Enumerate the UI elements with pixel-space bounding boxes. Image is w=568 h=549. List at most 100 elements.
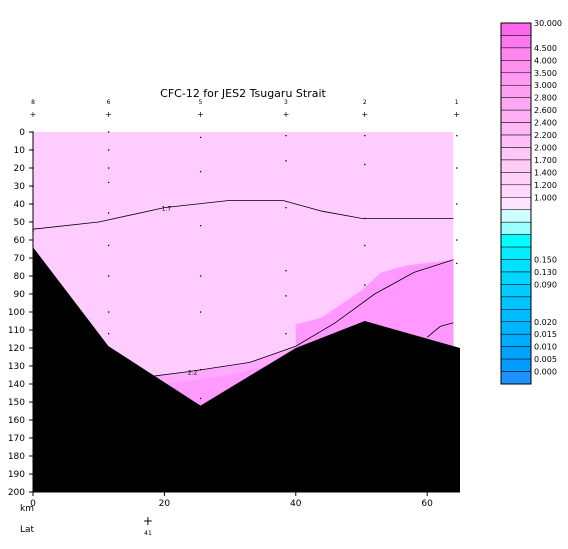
colorbar-swatch — [500, 122, 532, 136]
colorbar-swatch — [500, 184, 532, 198]
colorbar-swatch — [500, 60, 532, 74]
y-tick-label: 50 — [14, 218, 26, 228]
y-tick-label: 190 — [8, 470, 25, 480]
colorbar-swatch — [500, 35, 532, 49]
sample-point — [199, 171, 202, 173]
colorbar-swatch — [500, 346, 532, 360]
y-tick-label: 10 — [14, 146, 26, 156]
x-axis-label: km — [20, 504, 34, 514]
lat-axis: +41 — [143, 514, 153, 537]
station-marker-plus: + — [361, 110, 368, 119]
x-tick-label: 60 — [421, 499, 433, 509]
sample-point — [285, 207, 287, 209]
colorbar-swatch — [500, 97, 532, 111]
contour-label: 1.7 — [162, 206, 172, 213]
sample-point — [107, 149, 110, 151]
sample-point — [107, 244, 110, 247]
seafloor-fill — [33, 247, 460, 492]
sample-point — [285, 160, 287, 162]
colorbar-level-label: 4.500 — [534, 44, 557, 53]
lat-tick-marker: + — [143, 514, 153, 528]
y-tick-label: 120 — [8, 344, 25, 354]
sample-point — [107, 311, 110, 313]
station-number: 6 — [107, 99, 111, 106]
colorbar-level-label: 4.000 — [534, 56, 557, 65]
sample-point — [364, 135, 366, 137]
colorbar-swatch — [500, 246, 532, 260]
colorbar-level-label: 1.200 — [534, 181, 557, 190]
contour-label: 2.2 — [188, 369, 198, 376]
colorbar-level-label: 0.020 — [534, 318, 557, 327]
colorbar-swatch — [500, 72, 532, 86]
sample-point — [364, 244, 366, 247]
sample-point — [107, 212, 110, 214]
colorbar-level-label: 0.000 — [534, 368, 557, 377]
colorbar-swatch — [500, 84, 532, 98]
sample-point — [107, 275, 110, 277]
colorbar-level-label: 2.400 — [534, 119, 557, 128]
sample-point — [199, 397, 202, 400]
colorbar-swatch — [500, 296, 532, 310]
high-core-fill — [295, 259, 454, 348]
y-tick-label: 80 — [14, 272, 26, 282]
y-tick-label: 20 — [14, 164, 26, 174]
y-tick-label: 160 — [8, 416, 25, 426]
sample-point — [456, 239, 458, 241]
colorbar-frame — [500, 22, 532, 385]
colorbar-swatch — [500, 371, 532, 385]
station-marker-plus: + — [30, 110, 37, 119]
sample-point — [285, 333, 287, 335]
sample-point — [285, 135, 287, 137]
colorbar-level-label: 30.000 — [534, 19, 562, 28]
colorbar-level-label: 3.500 — [534, 69, 557, 78]
colorbar-swatch — [500, 271, 532, 285]
y-tick-label: 110 — [8, 326, 25, 336]
y-tick-label: 180 — [8, 452, 25, 462]
colorbar-swatch — [500, 172, 532, 186]
chart-title: CFC-12 for JES2 Tsugaru Strait — [160, 87, 326, 100]
sample-point — [285, 295, 287, 297]
colorbar-level-label: 1.400 — [534, 168, 557, 177]
y-tick-label: 100 — [8, 308, 25, 318]
colorbar-swatch — [500, 109, 532, 123]
station-marker-plus: + — [283, 110, 290, 119]
colorbar-level-label: 0.150 — [534, 256, 557, 265]
y-tick-label: 60 — [14, 236, 26, 246]
sample-point — [107, 181, 110, 184]
sample-point — [107, 131, 110, 133]
sample-point — [456, 203, 458, 205]
colorbar-swatch — [500, 197, 532, 210]
sample-point — [364, 217, 366, 220]
seafloor — [33, 247, 460, 492]
colorbar-level-label: 0.015 — [534, 330, 557, 339]
station-number: 3 — [284, 99, 288, 106]
y-tick-label: 40 — [14, 200, 26, 210]
axes: 0 10 20 30 40 50 60 70 80 90 100 110 120 130 140 150 160… — [8, 128, 460, 509]
sample-point — [199, 311, 202, 313]
colorbar-level-label: 2.600 — [534, 106, 557, 115]
colorbar-swatch — [500, 284, 532, 298]
y-tick-label: 200 — [8, 488, 25, 498]
floor-pocket-fill — [164, 351, 296, 406]
colorbar-swatch — [500, 22, 532, 36]
x-tick-label: 0 — [30, 499, 36, 509]
x-tick-label: 20 — [159, 499, 171, 509]
sample-point — [199, 225, 202, 227]
y-tick-label: 90 — [14, 290, 26, 300]
station-number: 2 — [363, 99, 367, 106]
colorbar-swatch — [500, 333, 532, 347]
colorbar-level-label: 1.700 — [534, 156, 557, 165]
sample-point — [364, 284, 366, 286]
lat-tick-label: 41 — [144, 530, 152, 537]
colorbar-level-label: 0.130 — [534, 268, 557, 277]
colorbar-level-label: 3.000 — [534, 81, 557, 90]
colorbar-swatch — [500, 309, 532, 323]
y-tick-label: 150 — [8, 398, 25, 408]
contour-line — [32, 200, 454, 230]
colorbar-swatch — [500, 358, 532, 372]
colorbar-swatch — [500, 321, 532, 335]
y-tick-label: 30 — [14, 182, 26, 192]
x-tick-label: 40 — [290, 499, 302, 509]
sample-point — [199, 275, 202, 277]
